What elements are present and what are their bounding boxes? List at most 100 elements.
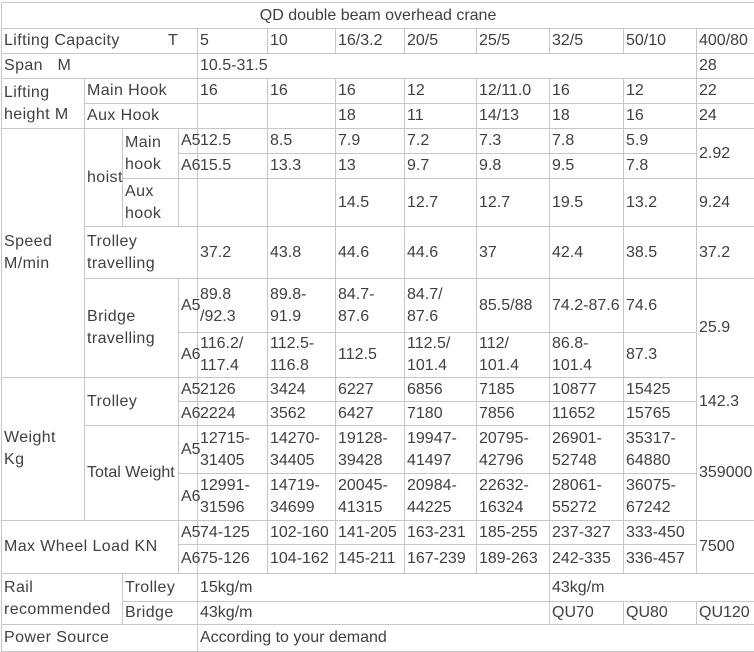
value-cell: 16/3.2 [335, 28, 405, 54]
value-cell: 15765 [623, 401, 697, 426]
label-rail-bridge: Bridge [122, 601, 198, 625]
value-cell: 87.3 [623, 332, 697, 378]
value-cell: 44.6 [404, 226, 477, 279]
label-speed-main-hook: Main hook [122, 128, 179, 179]
value-cell: 12.5 [197, 128, 268, 154]
value-cell: 2126 [197, 377, 268, 402]
row-speed-main-a6: A6 15.5 13.3 13 9.7 9.8 9.5 7.8 [2, 153, 754, 179]
label-a6: A6 [178, 332, 201, 378]
label-span: Span M [1, 53, 198, 79]
value-cell: 112.5/ 101.4 [404, 332, 477, 378]
value-cell: 43kg/m [197, 601, 550, 625]
label-a5: A5 [178, 377, 201, 402]
value-cell: 112.5 [335, 332, 405, 378]
value-cell: 32/5 [549, 28, 624, 54]
value-cell: 19.5 [549, 178, 624, 227]
value-cell: 16 [549, 78, 624, 104]
value-cell: 6856 [404, 377, 477, 402]
value-cell: 22632- 16324 [476, 473, 550, 521]
label-weight: Weight Kg [1, 377, 85, 521]
value-cell: 3562 [267, 401, 336, 426]
label-aux-hook: Aux Hook [84, 103, 198, 129]
value-cell-merged: 142.3 [695, 377, 754, 426]
value-cell: 7.9 [335, 128, 405, 154]
value-cell: 86.8- 101.4 [549, 332, 624, 378]
value-cell: 50/10 [623, 28, 697, 54]
label-a6: A6 [178, 153, 201, 179]
value-cell: 44.6 [335, 226, 405, 279]
value-cell: 333-450 [623, 520, 697, 545]
value-cell: 185-255 [476, 520, 550, 545]
label-trolley-travelling: Trolley travelling [84, 226, 198, 279]
value-cell: 37.2 [197, 226, 268, 279]
value-cell: 7.8 [623, 153, 697, 179]
row-bridge-travelling-a6: A6 116.2/ 117.4 112.5- 116.8 112.5 112.5… [2, 332, 754, 378]
label-rail-recommended: Rail recommended [1, 573, 123, 625]
label-max-wheel-load: Max Wheel Load KN [1, 520, 179, 574]
value-cell: 24 [695, 103, 754, 129]
row-power-source: Power Source According to your demand [1, 624, 754, 652]
value-cell: 12.7 [476, 178, 550, 227]
value-cell: 14.5 [335, 178, 405, 227]
value-cell: 22 [695, 78, 754, 104]
label-a6: A6 [178, 544, 201, 574]
row-wheel-load-a5: Max Wheel Load KN A5 74-125 102-160 141-… [1, 520, 754, 574]
row-speed-main-a5: Speed M/min hoist Main hook A5 12.5 8.5 … [1, 128, 754, 378]
row-trolley-travelling: Trolley travelling 37.2 43.8 44.6 44.6 3… [2, 226, 754, 279]
value-cell: QU80 [623, 601, 697, 625]
value-cell: 13.3 [267, 153, 336, 179]
label-a5: A5 [178, 128, 201, 154]
value-cell: 9.7 [404, 153, 477, 179]
value-cell: 28 [695, 53, 754, 79]
value-cell-merged: 2.92 [695, 128, 754, 179]
value-cell: 163-231 [404, 520, 477, 545]
value-cell: 37.2 [695, 226, 754, 279]
row-rail-trolley: Rail recommended Trolley 15kg/m 43kg/m [1, 573, 754, 625]
value-cell: 6227 [335, 377, 405, 402]
value-cell: 8.5 [267, 128, 336, 154]
value-cell: 15.5 [197, 153, 268, 179]
value-cell: 3424 [267, 377, 336, 402]
value-cell: 189-263 [476, 544, 550, 574]
value-cell: 116.2/ 117.4 [197, 332, 268, 378]
label-main-hook: Main Hook [84, 78, 198, 104]
value-cell: 26901- 52748 [549, 425, 624, 474]
value-cell: 9.5 [549, 153, 624, 179]
label-weight-trolley: Trolley [84, 377, 179, 426]
value-cell: 16 [335, 78, 405, 104]
value-cell-merged: 25.9 [695, 278, 754, 378]
row-weight-trolley-a6: A6 2224 3562 6427 7180 7856 11652 15765 [2, 401, 754, 426]
label-total-weight: Total Weight [84, 425, 179, 521]
value-cell: 12 [623, 78, 697, 104]
value-cell [267, 103, 336, 129]
row-rail-bridge: Bridge 43kg/m QU70 QU80 QU120 [2, 601, 754, 625]
value-cell: 9.24 [695, 178, 754, 227]
value-cell [197, 178, 268, 227]
value-cell: According to your demand [196, 624, 754, 652]
value-cell: 89.8-91.9 [267, 278, 336, 333]
value-cell: 400/80 [695, 28, 754, 54]
value-cell: 19128- 39428 [335, 425, 405, 474]
value-cell-merged: 7500 [695, 520, 754, 574]
value-cell: 6427 [335, 401, 405, 426]
row-weight-trolley-a5: Weight Kg Trolley A5 2126 3424 6227 6856… [1, 377, 754, 521]
value-cell: 10.5-31.5 [197, 53, 697, 79]
value-cell: 7.3 [476, 128, 550, 154]
table-title: QD double beam overhead crane [0, 2, 754, 29]
value-cell: 15425 [623, 377, 697, 402]
value-cell: 28061- 55272 [549, 473, 624, 521]
value-cell: 167-239 [404, 544, 477, 574]
value-cell: 35317- 64880 [623, 425, 697, 474]
value-cell: 104-162 [267, 544, 336, 574]
label-a5: A5 [178, 520, 201, 545]
value-cell: 14270- 34405 [267, 425, 336, 474]
value-cell: 14719- 34699 [267, 473, 336, 521]
value-cell: QU70 [549, 601, 624, 625]
value-cell: 7180 [404, 401, 477, 426]
row-wheel-load-a6: A6 75-126 104-162 145-211 167-239 189-26… [2, 544, 754, 574]
value-cell: 74-125 [197, 520, 268, 545]
value-cell: 37 [476, 226, 550, 279]
value-cell: 141-205 [335, 520, 405, 545]
value-cell: 43.8 [267, 226, 336, 279]
